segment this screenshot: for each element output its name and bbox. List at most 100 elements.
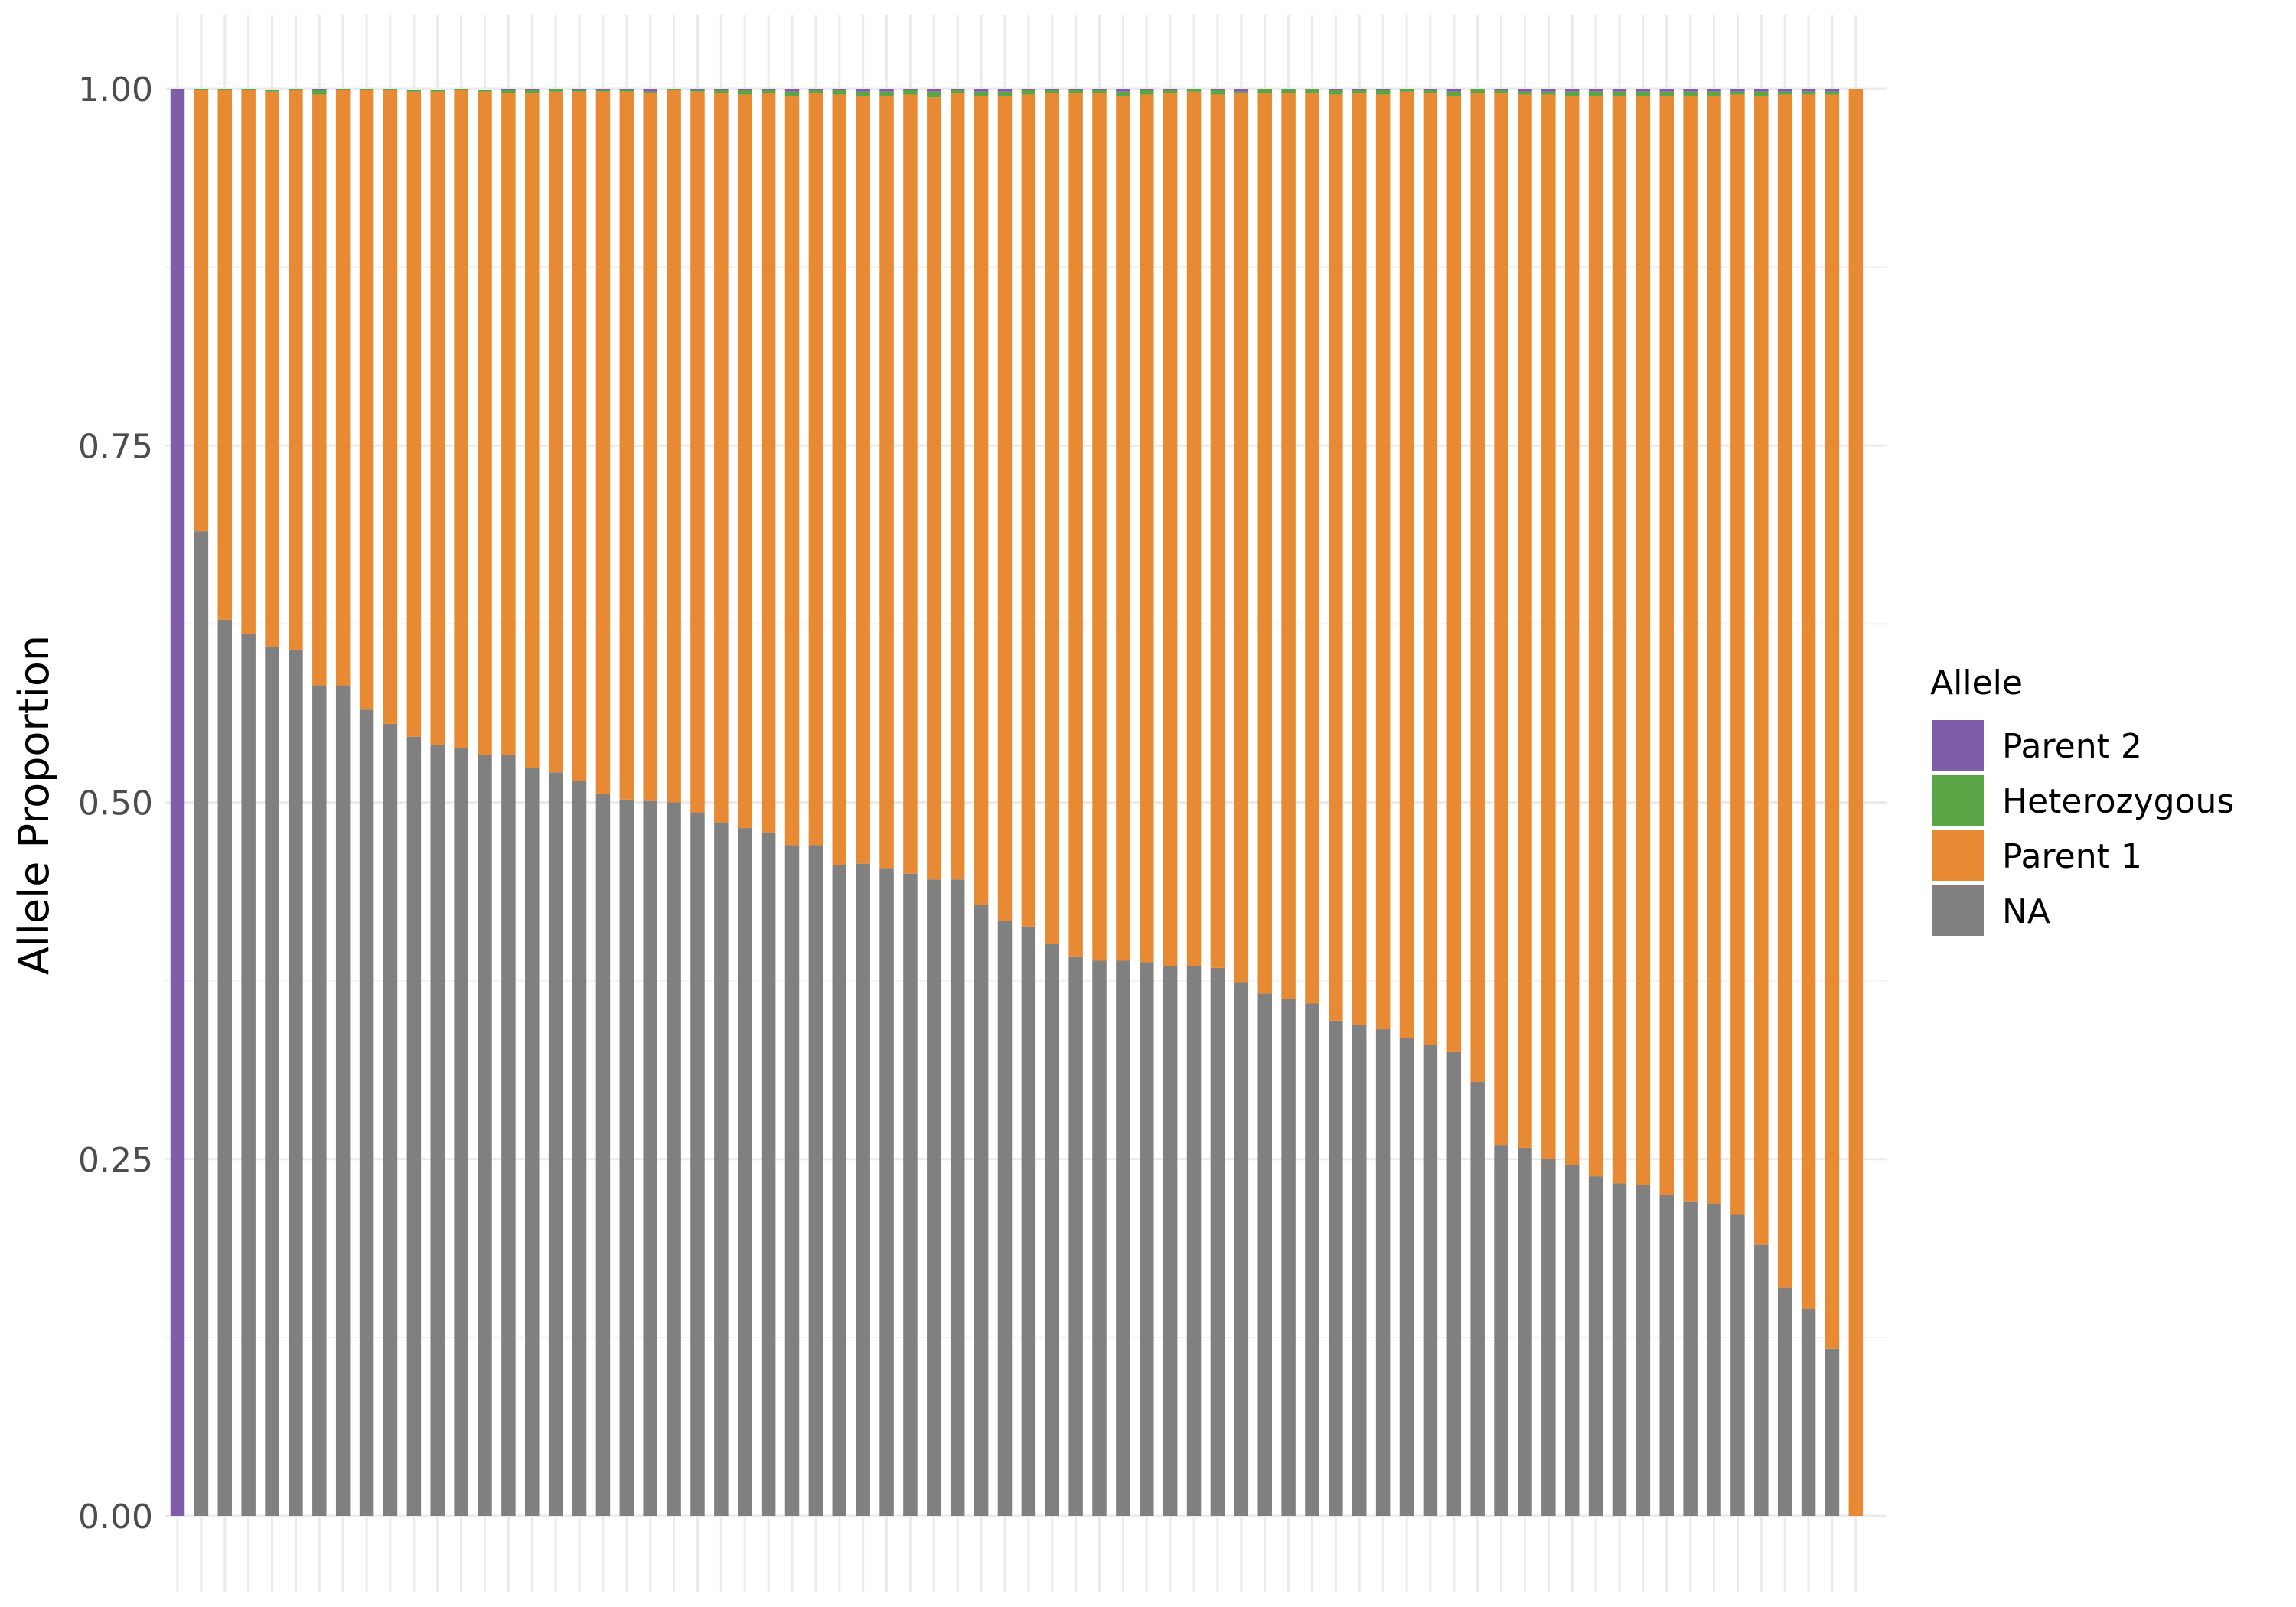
bar-segment-parent-1 [525,93,540,768]
bar-segment-na [217,619,233,1516]
bar-segment-heterozygous [950,90,965,93]
bar-segment-parent-2 [1045,89,1059,90]
bar-segment-parent-1 [1305,93,1319,1004]
bar-segment-na [1518,1147,1532,1516]
bar-segment-parent-1 [1564,96,1580,1165]
bar-segment-heterozygous [784,91,800,96]
bar-segment-parent-2 [784,89,800,92]
bar-segment-parent-1 [1636,96,1651,1185]
bar-segment-parent-2 [879,89,894,92]
legend-key-parent-2 [1932,720,1984,771]
bar-segment-parent-2 [927,89,941,92]
bar-segment-parent-1 [478,91,492,755]
bar-segment-na [856,863,870,1516]
y-tick-label: 1.00 [78,70,153,109]
bar-segment-heterozygous [1423,90,1438,93]
bar-segment-heterozygous [1564,91,1580,96]
bar-segment-parent-2 [1707,89,1721,92]
bar-segment-heterozygous [619,90,634,92]
bar-segment-heterozygous [525,90,540,93]
bar-segment-na [1210,967,1225,1516]
bar-segment-na [312,685,327,1516]
bar-segment-heterozygous [312,90,327,95]
bar-segment-heterozygous [974,91,989,96]
bar-segment-parent-1 [690,91,705,813]
bar-segment-parent-1 [974,96,989,905]
legend: Allele Parent 2 Heterozygous Parent 1 NA [1930,663,2234,936]
bar-segment-parent-1 [501,93,516,755]
bar-segment-na [1659,1195,1675,1516]
bar-segment-na [1092,960,1107,1516]
bar-segment-parent-2 [1446,89,1462,92]
bar-segment-na [1801,1309,1816,1516]
bar-segment-na [1754,1244,1769,1516]
stacked-bars [170,89,1864,1517]
legend-key-parent-1 [1932,830,1984,881]
bar-segment-parent-1 [1777,94,1792,1288]
bar-segment-parent-2 [1021,89,1036,90]
bar-segment-na [808,845,823,1516]
bar-segment-heterozygous [1399,89,1414,92]
bar-segment-parent-2 [1068,89,1083,90]
bar-segment-parent-1 [1754,96,1769,1245]
bar-segment-parent-1 [1375,94,1391,1030]
bar-segment-parent-2 [1494,89,1508,90]
bar-segment-heterozygous [1659,91,1675,96]
bar-segment-heterozygous [1329,90,1343,95]
bar-segment-na [595,794,611,1516]
bar-segment-parent-1 [454,90,468,748]
bar-segment-parent-1 [572,91,587,781]
bar-segment-heterozygous [903,90,918,95]
bar-segment-parent-1 [997,96,1013,921]
bar-segment-na [903,873,918,1516]
bar-segment-heterozygous [1518,91,1532,95]
bar-segment-parent-1 [1470,93,1485,1083]
bar-segment-heterozygous [1541,91,1556,95]
bar-segment-parent-2 [997,89,1013,92]
bar-segment-na [1777,1287,1792,1516]
bar-segment-na [1281,999,1296,1516]
bar-segment-parent-2 [1375,89,1391,90]
bar-segment-parent-1 [879,96,894,869]
bar-segment-heterozygous [1234,91,1249,93]
bar-segment-parent-2 [1092,89,1107,90]
bar-segment-parent-1 [1518,94,1532,1148]
bar-segment-heterozygous [1352,90,1367,93]
bar-segment-heterozygous [1612,91,1627,96]
bar-segment-parent-2 [619,89,634,90]
bar-segment-na [335,685,351,1516]
bar-segment-heterozygous [1754,91,1769,96]
bar-segment-parent-1 [856,96,870,864]
y-tick-label: 0.25 [78,1141,153,1180]
bar-segment-parent-2 [1329,89,1343,90]
bar-segment-heterozygous [690,90,705,92]
bar-segment-heterozygous [359,89,374,90]
bar-segment-na [194,531,209,1516]
bar-segment-na [927,879,941,1516]
bar-segment-na [241,634,256,1517]
bar-segment-parent-2 [643,89,657,92]
y-tick-label: 0.75 [78,427,153,466]
bar-segment-parent-2 [170,89,185,1516]
bar-segment-heterozygous [194,89,209,90]
legend-label-heterozygous: Heterozygous [2002,782,2234,821]
bar-segment-parent-2 [525,89,540,90]
bar-segment-parent-1 [1541,94,1556,1159]
bar-segment-parent-1 [1399,91,1414,1038]
bar-segment-parent-1 [217,90,233,620]
bar-segment-na [1423,1045,1438,1516]
bar-segment-na [832,865,847,1516]
bar-segment-na [265,647,279,1516]
bar-segment-parent-2 [1801,89,1816,92]
bar-segment-heterozygous [1375,90,1391,95]
bar-segment-parent-2 [808,89,823,90]
bar-segment-parent-1 [1494,93,1508,1146]
bar-segment-na [1352,1025,1367,1516]
bar-segment-heterozygous [997,91,1013,96]
bar-segment-heterozygous [1494,90,1508,93]
bar-segment-na [737,828,752,1516]
bar-segment-parent-1 [1659,96,1675,1195]
bar-segment-parent-2 [974,89,989,92]
bar-segment-parent-1 [595,91,611,794]
bar-segment-parent-1 [1045,93,1059,944]
